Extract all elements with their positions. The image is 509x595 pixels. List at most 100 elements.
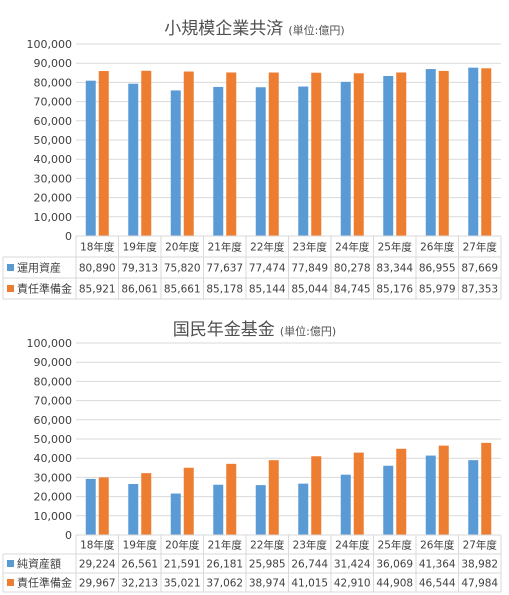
data-label: 26,181 — [206, 559, 243, 571]
bar — [298, 483, 309, 535]
bar — [311, 456, 322, 535]
bar — [255, 485, 266, 535]
bar — [85, 478, 96, 535]
y-tick-label: 70,000 — [34, 395, 73, 408]
data-label: 79,313 — [121, 263, 158, 275]
category-label: 26年度 — [420, 241, 455, 254]
data-label: 84,745 — [334, 284, 371, 296]
data-label: 25,985 — [249, 559, 286, 571]
data-label: 42,910 — [334, 578, 371, 590]
y-tick-label: 90,000 — [34, 356, 73, 369]
data-label: 85,661 — [164, 284, 201, 296]
y-tick-label: 20,000 — [34, 192, 73, 205]
bar — [128, 484, 139, 535]
data-label: 37,062 — [206, 578, 243, 590]
y-tick-label: 0 — [65, 529, 72, 542]
bar — [226, 463, 237, 535]
category-label: 18年度 — [80, 539, 115, 552]
data-label: 86,955 — [419, 263, 456, 275]
chart-title: 国民年金基金 (単位:億円) — [0, 315, 509, 340]
category-label: 19年度 — [123, 241, 158, 254]
bar — [383, 465, 394, 535]
category-label: 24年度 — [335, 241, 370, 254]
category-label: 24年度 — [335, 539, 370, 552]
y-tick-label: 40,000 — [34, 452, 73, 465]
data-label: 77,849 — [291, 263, 328, 275]
y-tick-label: 10,000 — [34, 510, 73, 523]
data-label: 85,921 — [79, 284, 116, 296]
data-label: 26,744 — [291, 559, 328, 571]
y-tick-label: 30,000 — [34, 172, 73, 185]
data-label: 32,213 — [121, 578, 158, 590]
data-label: 29,224 — [79, 559, 116, 571]
y-tick-label: 20,000 — [34, 491, 73, 504]
bar — [128, 83, 139, 236]
y-tick-label: 40,000 — [34, 153, 73, 166]
category-label: 20年度 — [165, 241, 200, 254]
data-label: 87,669 — [461, 263, 498, 275]
bar-chart-svg: 0 10,000 20,000 30,000 40,000 50,000 60,000 70,… — [2, 337, 502, 593]
data-label: 85,176 — [376, 284, 413, 296]
legend-swatch — [7, 560, 14, 567]
data-label: 46,544 — [419, 578, 456, 590]
data-label: 36,069 — [376, 559, 413, 571]
data-label: 47,984 — [461, 578, 498, 590]
data-label: 85,178 — [206, 284, 243, 296]
data-label: 41,015 — [291, 578, 328, 590]
y-tick-label: 100,000 — [27, 38, 73, 51]
y-tick-label: 50,000 — [34, 134, 73, 147]
series-name: 運用資産 — [17, 262, 61, 275]
category-label: 27年度 — [463, 241, 498, 254]
y-tick-label: 90,000 — [34, 57, 73, 70]
bar — [425, 455, 436, 535]
bar — [311, 72, 322, 237]
bar — [255, 87, 266, 236]
y-tick-label: 30,000 — [34, 471, 73, 484]
category-label: 21年度 — [208, 539, 243, 552]
bar-chart-svg: 0 10,000 20,000 30,000 40,000 50,000 60,000 70,… — [2, 38, 502, 300]
y-tick-label: 70,000 — [34, 96, 73, 109]
y-tick-label: 60,000 — [34, 115, 73, 128]
bar — [468, 460, 479, 535]
data-label: 29,967 — [79, 578, 116, 590]
bar — [383, 75, 394, 236]
bar — [425, 69, 436, 236]
y-tick-label: 80,000 — [34, 375, 73, 388]
bar — [183, 71, 194, 236]
bar — [396, 448, 407, 535]
bar — [183, 467, 194, 535]
bar — [170, 493, 181, 535]
data-label: 85,979 — [419, 284, 456, 296]
data-label: 31,424 — [334, 559, 371, 571]
chart-unit-label: (単位:億円) — [288, 24, 345, 37]
chart-national-pension-fund: 国民年金基金 (単位:億円) 0 10,000 20,000 30,000 40,000… — [0, 305, 509, 595]
data-label: 87,353 — [461, 284, 498, 296]
data-label: 83,344 — [376, 263, 413, 275]
chart-small-business-mutual-aid: 小規模企業共済 (単位:億円) 0 10,000 20,000 30,000 40,00… — [0, 14, 509, 300]
legend-swatch — [7, 264, 14, 271]
data-label: 80,278 — [334, 263, 371, 275]
y-tick-label: 60,000 — [34, 414, 73, 427]
category-label: 21年度 — [208, 241, 243, 254]
y-tick-label: 100,000 — [27, 337, 73, 350]
data-label: 44,908 — [376, 578, 413, 590]
legend-swatch — [7, 579, 14, 586]
bar — [481, 442, 492, 535]
bar — [141, 473, 152, 535]
bar — [213, 86, 224, 237]
category-label: 18年度 — [80, 241, 115, 254]
bar — [268, 460, 279, 535]
bar — [340, 81, 351, 236]
bar — [438, 445, 449, 535]
data-label: 77,474 — [249, 263, 286, 275]
chart-title-text: 小規模企業共済 — [164, 19, 284, 39]
bar — [298, 86, 309, 236]
bar — [98, 71, 109, 236]
bar — [396, 72, 407, 236]
bar — [226, 72, 237, 236]
data-label: 85,044 — [291, 284, 328, 296]
data-label: 26,561 — [121, 559, 158, 571]
chart-title-text: 国民年金基金 — [172, 320, 275, 340]
chart-title: 小規模企業共済 (単位:億円) — [0, 14, 509, 39]
series-name: 責任準備金 — [17, 282, 72, 296]
